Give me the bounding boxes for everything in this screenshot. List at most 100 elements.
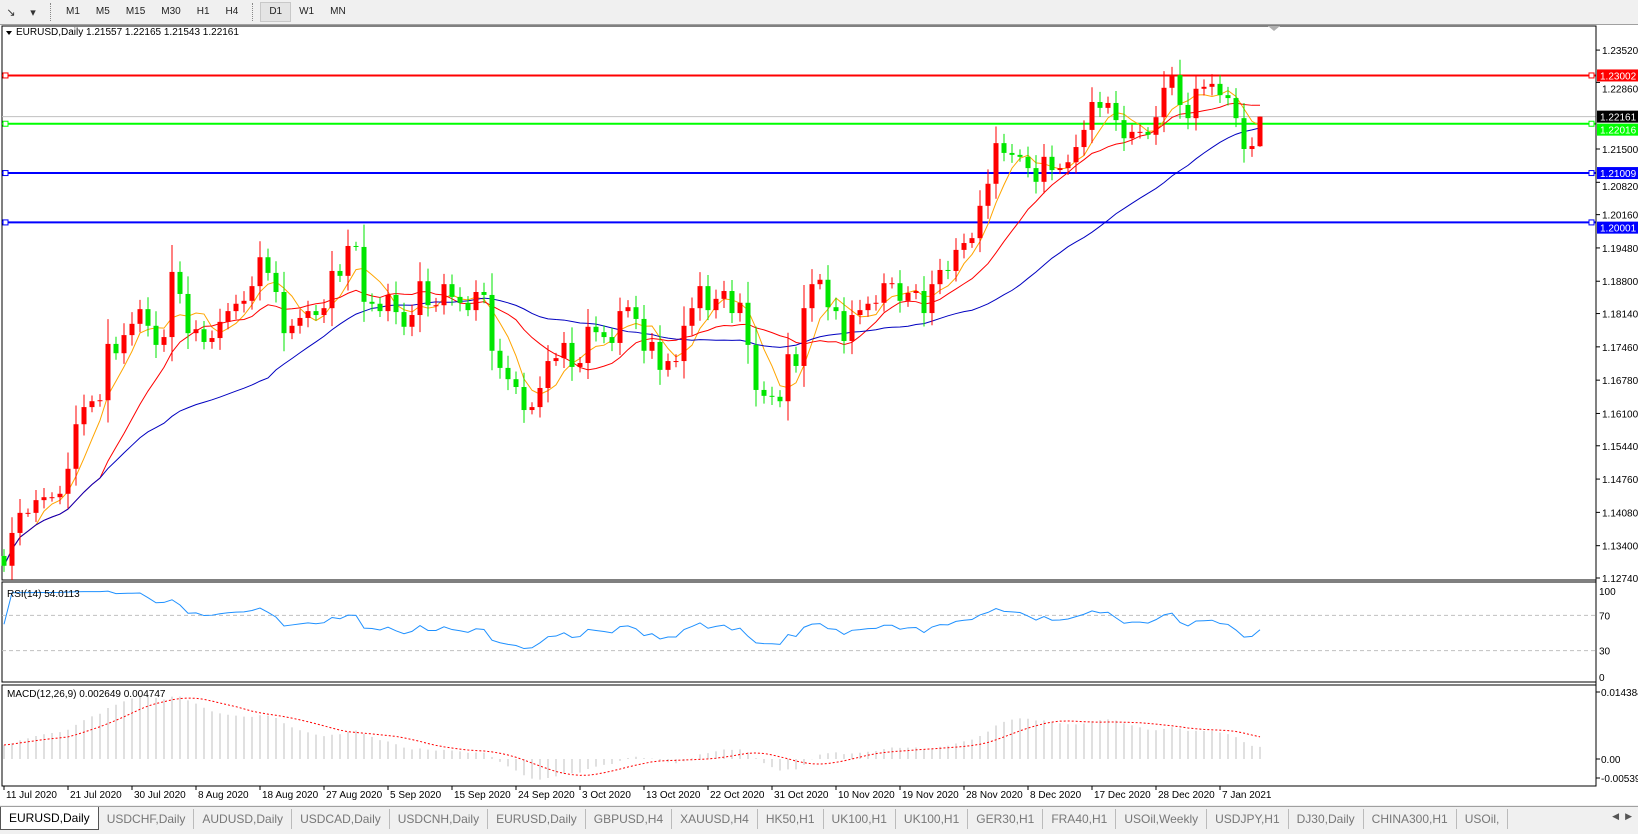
rsi-level-label: 100 [1599, 587, 1616, 598]
candle-body [1041, 156, 1047, 182]
candle-body [889, 283, 895, 285]
hline-price-badge [1597, 123, 1638, 136]
chart-tabs: EURUSD,Daily USDCHF,Daily AUDUSD,Daily USDC… [0, 806, 1638, 834]
candle-body [713, 298, 719, 311]
chart-tab[interactable]: EURUSD,Daily [0, 807, 99, 830]
price-tick-label: 1.19480 [1602, 244, 1638, 255]
chart-canvas[interactable]: EURUSD,Daily 1.21557 1.22165 1.21543 1.2… [0, 25, 1638, 805]
candle-body [409, 315, 415, 327]
candle-body [57, 493, 63, 498]
chart-shift-marker-icon[interactable] [1268, 26, 1280, 31]
chart-tab[interactable]: GBPUSD,H4 [586, 809, 673, 829]
candle-body [489, 294, 495, 351]
candle-body [1137, 131, 1143, 133]
candle-body [297, 317, 303, 326]
scroll-right-icon[interactable]: ▶ [1625, 811, 1632, 821]
candle-body [353, 245, 359, 247]
candle-body [401, 312, 407, 327]
candle-body [569, 342, 575, 367]
line-handle[interactable] [2, 72, 9, 79]
collapse-triangle-icon[interactable] [6, 31, 12, 35]
candle-body [1065, 162, 1071, 169]
line-tool-icon[interactable]: ↘ [6, 6, 16, 19]
candle-body [513, 379, 519, 388]
dropdown-icon[interactable]: ▾ [30, 6, 36, 19]
moving-average-line [3, 127, 1261, 566]
candle-body [737, 302, 743, 314]
time-tick-label: 28 Nov 2020 [966, 790, 1023, 801]
price-tick-label: 1.14760 [1602, 475, 1638, 486]
candle-body [465, 302, 471, 311]
candle-body [1193, 88, 1199, 119]
hline-price-label: 1.22016 [1600, 126, 1637, 137]
line-handle[interactable] [2, 219, 9, 226]
candle-body [249, 286, 255, 301]
candle-body [633, 307, 639, 319]
line-handle[interactable] [1588, 120, 1595, 127]
chart-tab[interactable]: AUDUSD,Daily [194, 809, 293, 829]
macd-panel [1, 684, 1597, 787]
chart-tab[interactable]: USDCNH,Daily [390, 809, 489, 829]
candle-body [761, 389, 767, 396]
scroll-left-icon[interactable]: ◀ [1612, 811, 1620, 821]
candle-body [209, 338, 215, 342]
chart-tab[interactable]: USDCAD,Daily [292, 809, 390, 829]
chart-tab[interactable]: USDJPY,H1 [1207, 809, 1289, 829]
line-handle[interactable] [1588, 72, 1595, 79]
timeframe-h1[interactable]: H1 [196, 6, 210, 17]
chart-window[interactable]: EURUSD,Daily 1.21557 1.22165 1.21543 1.2… [0, 25, 1638, 805]
rsi-level-label: 70 [1599, 611, 1611, 622]
chart-tab[interactable]: UK100,H1 [896, 809, 969, 829]
line-handle[interactable] [2, 120, 9, 127]
candle-body [505, 367, 511, 380]
time-tick-label: 3 Oct 2020 [582, 790, 631, 801]
candle-body [825, 279, 831, 308]
candle-body [153, 325, 159, 345]
time-tick-label: 21 Jul 2020 [70, 790, 122, 801]
time-tick-label: 8 Aug 2020 [198, 790, 249, 801]
line-handle[interactable] [1588, 170, 1595, 177]
time-tick-label: 11 Jul 2020 [6, 790, 57, 801]
chart-tab[interactable]: HK50,H1 [758, 809, 824, 829]
candle-body [601, 332, 607, 338]
chart-tab[interactable]: DJ30,Daily [1289, 809, 1364, 829]
candle-body [617, 311, 623, 343]
chart-tab[interactable]: USDCHF,Daily [99, 809, 195, 829]
candle-body [201, 329, 207, 342]
candle-body [73, 424, 79, 469]
time-tick-label: 15 Sep 2020 [454, 790, 511, 801]
hline-price-label: 1.20001 [1600, 224, 1637, 235]
time-tick-label: 10 Nov 2020 [838, 790, 895, 801]
rsi-panel [1, 581, 1597, 683]
chart-tab[interactable]: FRA40,H1 [1043, 809, 1117, 829]
timeframe-m5[interactable]: M5 [95, 6, 110, 17]
chart-tab[interactable]: UK100,H1 [824, 809, 896, 829]
timeframe-m30[interactable]: M30 [161, 6, 181, 17]
candle-body [185, 293, 191, 334]
candle-body [193, 329, 199, 334]
candle-body [865, 303, 871, 311]
chart-tab[interactable]: EURUSD,Daily [488, 809, 586, 829]
time-tick-label: 19 Nov 2020 [902, 790, 959, 801]
candle-body [1185, 104, 1191, 119]
timeframe-d1[interactable]: D1 [260, 2, 292, 22]
timeframe-h4[interactable]: H4 [225, 6, 239, 17]
chart-tab[interactable]: XAUUSD,H4 [672, 809, 758, 829]
time-tick-label: 8 Dec 2020 [1030, 790, 1082, 801]
rsi-label: RSI(14) 54.0113 [7, 589, 80, 600]
chart-tab[interactable]: USOil,Weekly [1116, 809, 1208, 829]
time-tick-label: 5 Sep 2020 [390, 790, 442, 801]
chart-tab[interactable]: USOil, [1457, 809, 1509, 829]
line-handle[interactable] [1588, 219, 1595, 226]
candle-body [529, 407, 535, 411]
chart-tab[interactable]: CHINA300,H1 [1364, 809, 1457, 829]
candle-body [321, 308, 327, 316]
timeframe-m15[interactable]: M15 [125, 6, 146, 17]
timeframe-mn[interactable]: MN [330, 6, 346, 17]
candle-body [1033, 168, 1039, 182]
timeframe-w1[interactable]: W1 [299, 6, 315, 17]
candle-body [1121, 120, 1127, 139]
timeframe-m1[interactable]: M1 [66, 6, 80, 17]
line-handle[interactable] [2, 170, 9, 177]
chart-tab[interactable]: GER30,H1 [968, 809, 1044, 829]
